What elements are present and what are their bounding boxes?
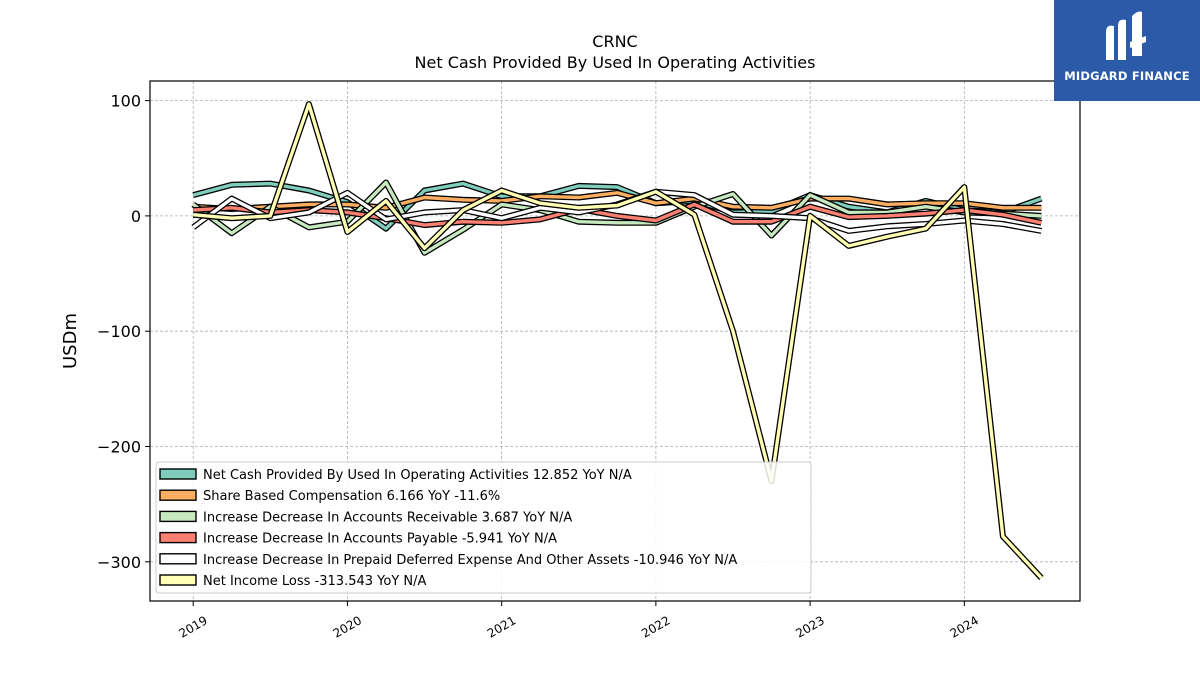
brand-logo: MIDGARD FINANCE xyxy=(1054,0,1200,101)
y-tick-label: −200 xyxy=(97,437,141,456)
chart-title: CRNC xyxy=(592,32,637,51)
legend-label: Net Cash Provided By Used In Operating A… xyxy=(203,468,632,483)
legend-swatch xyxy=(159,510,197,523)
legend-swatch xyxy=(159,553,197,565)
x-tick-label: 2023 xyxy=(793,613,826,640)
legend-box xyxy=(155,461,812,594)
legend-swatch xyxy=(159,489,197,501)
y-tick-label: 100 xyxy=(110,92,141,111)
series-line xyxy=(192,101,1044,580)
legend-label: Share Based Compensation 6.166 YoY -11.6… xyxy=(203,489,500,504)
series-line-stroke xyxy=(192,180,1042,255)
midgard-logo-icon xyxy=(1106,11,1146,61)
x-tick-label: 2024 xyxy=(948,613,981,640)
x-tick-label: 2021 xyxy=(485,613,518,640)
y-axis-label: USDm xyxy=(60,313,81,369)
legend-label: Increase Decrease In Prepaid Deferred Ex… xyxy=(203,553,737,568)
series-line xyxy=(193,189,1042,212)
x-tick-label: 2019 xyxy=(176,613,209,640)
chart-subtitle: Net Cash Provided By Used In Operating A… xyxy=(415,53,816,72)
legend-label: Increase Decrease In Accounts Receivable… xyxy=(203,510,572,525)
legend: Net Cash Provided By Used In Operating A… xyxy=(155,461,812,594)
y-tick-label: −300 xyxy=(97,553,141,572)
x-tick-label: 2020 xyxy=(331,613,364,640)
legend-swatch xyxy=(159,468,197,480)
legend-label: Net Income Loss -313.543 YoY N/A xyxy=(203,574,426,589)
series-line xyxy=(191,179,1042,256)
series-line-stroke xyxy=(193,202,1042,227)
series-line-stroke xyxy=(193,102,1043,580)
x-tick-label: 2022 xyxy=(639,613,672,640)
y-tick-label: 0 xyxy=(131,207,141,226)
legend-swatch xyxy=(159,531,197,544)
y-tick-label: −100 xyxy=(97,322,141,341)
legend-label: Increase Decrease In Accounts Payable -5… xyxy=(203,532,557,547)
plot-frame xyxy=(149,80,1081,602)
series-line-stroke xyxy=(193,191,1042,211)
series-layer xyxy=(191,101,1044,580)
legend-swatch xyxy=(159,574,197,586)
brand-name: MIDGARD FINANCE xyxy=(1064,69,1190,83)
series-line xyxy=(193,201,1043,229)
